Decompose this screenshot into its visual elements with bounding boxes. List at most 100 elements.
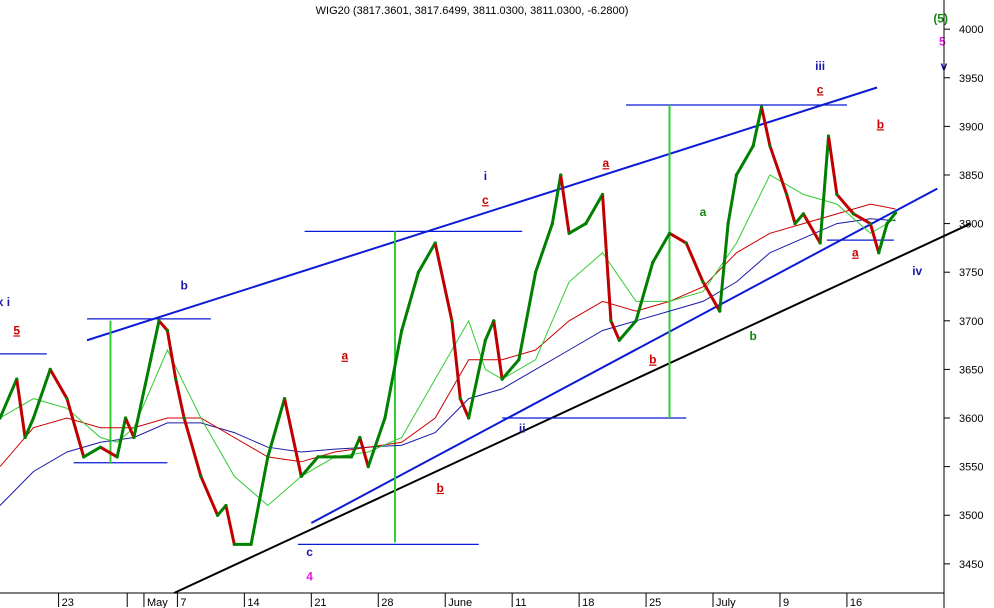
price-point [893, 211, 898, 215]
price-point [467, 416, 471, 420]
price-point [684, 241, 688, 245]
price-segment [517, 270, 538, 362]
price-segment [98, 445, 119, 459]
price-segment [827, 134, 839, 196]
price-point [31, 416, 36, 420]
price-segment [157, 319, 169, 333]
price-segment [559, 173, 571, 235]
x-tick-label: 7 [180, 597, 186, 608]
price-segment [701, 280, 722, 313]
price-point [868, 221, 872, 226]
y-tick-label: 3950 [959, 73, 983, 85]
price-point [567, 231, 571, 235]
price-segment [182, 416, 203, 478]
x-tick-label: 25 [649, 597, 661, 608]
x-tick-label: 23 [62, 597, 74, 608]
wave-label: 5 [939, 35, 946, 49]
price-point [232, 542, 236, 546]
price-point [785, 192, 789, 197]
price-segment [458, 397, 471, 420]
price-segment [801, 212, 822, 245]
price-point [349, 455, 354, 459]
price-point [701, 280, 705, 284]
price-point [726, 221, 730, 226]
x-tick-label: 28 [381, 597, 393, 608]
price-segment [768, 144, 789, 196]
price-segment [835, 192, 856, 216]
price-segment [584, 192, 605, 226]
price-point [132, 435, 136, 440]
price-segment [299, 455, 320, 478]
wave-label: a [852, 246, 859, 260]
wave-label: c [482, 193, 489, 207]
price-point [15, 377, 19, 381]
price-point [48, 367, 52, 372]
price-segment [416, 241, 437, 274]
price-point [98, 445, 103, 449]
price-point [634, 319, 638, 323]
y-axis: 3450 3500 3550 3600 3650 3700 3750 3800 3850 3900… [944, 24, 983, 571]
price-segment [852, 212, 872, 226]
price-point [793, 221, 797, 226]
price-point [182, 416, 186, 420]
wave-label: a [341, 349, 348, 363]
price-segment [492, 319, 504, 381]
price-point [433, 241, 437, 245]
y-tick-label: 3500 [959, 510, 983, 522]
x-tick-label: 18 [582, 597, 594, 608]
trendline-channel-upper [86, 86, 878, 342]
price-segment [132, 358, 153, 439]
price-segment [358, 435, 370, 469]
price-point [358, 435, 362, 440]
price-segment [534, 222, 554, 274]
wave-label: b [877, 117, 884, 131]
wave-label: iv [912, 264, 922, 278]
price-segment [668, 231, 688, 245]
price-point [0, 416, 2, 420]
price-segment [366, 416, 387, 469]
price-segment [634, 260, 655, 323]
series-layer [0, 105, 898, 546]
price-segment [617, 319, 638, 342]
price-point [215, 513, 220, 517]
price-point [768, 144, 772, 148]
price-segment [467, 338, 487, 420]
series-ma-3 [0, 218, 896, 506]
price-point [818, 241, 822, 245]
x-axis: 23 May 7 14 21 28 June 11 18 25 July 9 16 [58, 593, 862, 608]
price-point [801, 212, 806, 216]
trendline-support [173, 222, 972, 594]
price-segment [174, 377, 186, 420]
price-segment [115, 416, 128, 459]
wave-label: i [484, 169, 487, 183]
x-tick-label: 9 [783, 597, 789, 608]
price-segment [349, 435, 362, 459]
price-segment [216, 504, 228, 517]
price-point [852, 212, 856, 216]
price-point [667, 231, 672, 235]
price-segment [726, 173, 738, 226]
price-point [333, 455, 337, 459]
price-point [174, 377, 178, 381]
trendline-channel-lower [310, 187, 938, 524]
price-segment [31, 367, 52, 420]
price-point [517, 358, 521, 362]
price-point [82, 455, 86, 459]
wave-label: 5 [13, 323, 20, 337]
price-segment [450, 319, 462, 401]
y-tick-label: 3550 [959, 462, 983, 474]
price-point [23, 435, 27, 440]
wave-label: a [700, 205, 707, 219]
price-segment [651, 231, 672, 264]
price-point [366, 465, 370, 469]
x-tick-label: June [448, 597, 472, 608]
price-segment [48, 367, 69, 401]
wave-label: c [306, 545, 313, 559]
price-point [299, 474, 303, 478]
price-segment [266, 397, 287, 459]
price-segment [283, 397, 303, 478]
price-point [266, 455, 270, 459]
price-point [316, 455, 320, 459]
y-tick-label: 3900 [959, 121, 983, 133]
